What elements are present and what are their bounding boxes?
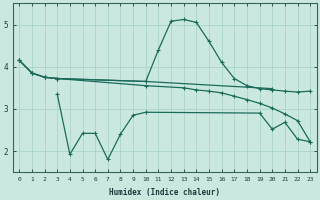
X-axis label: Humidex (Indice chaleur): Humidex (Indice chaleur): [109, 188, 220, 197]
